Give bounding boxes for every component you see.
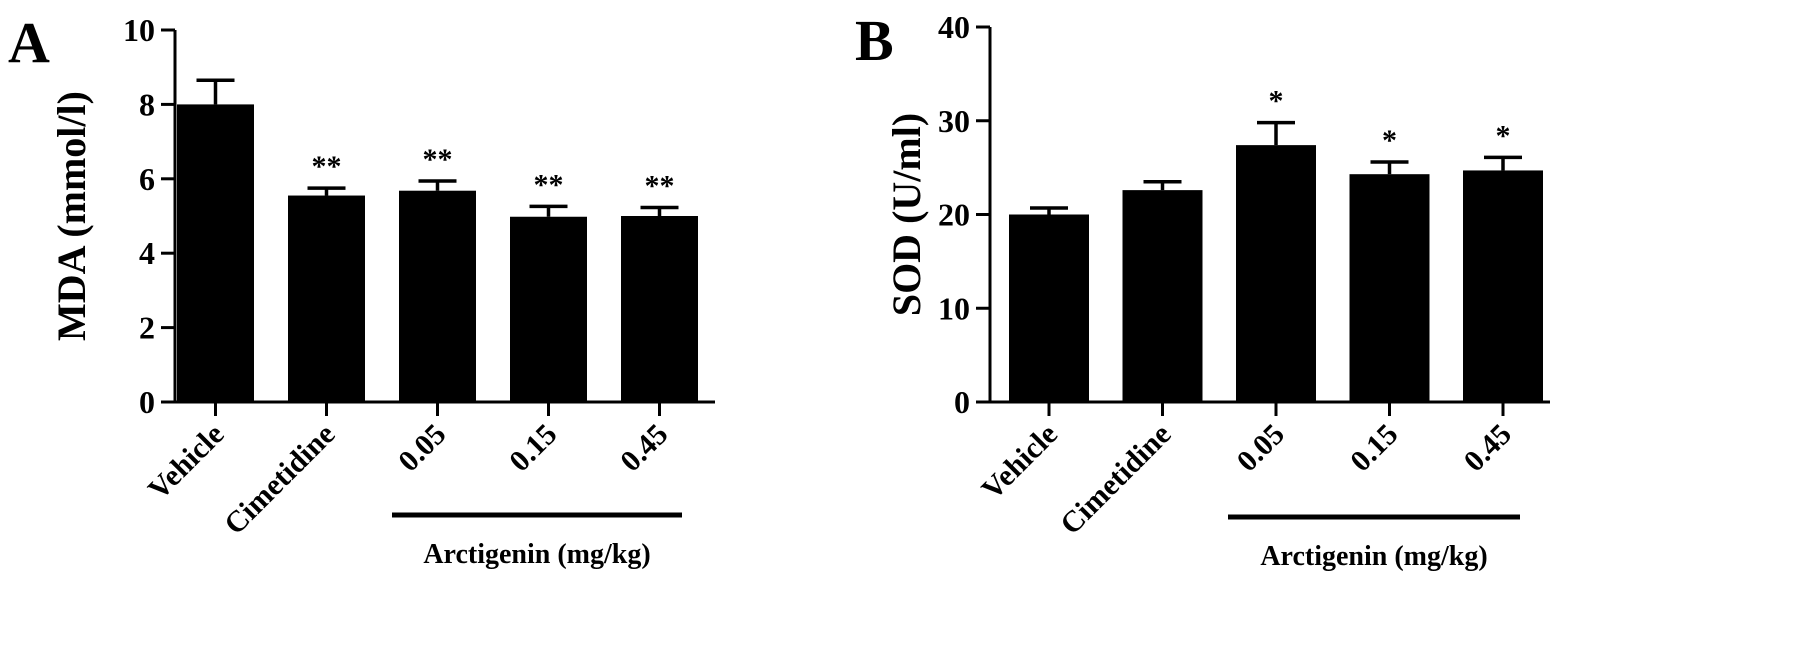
category-label: 0.15 (1344, 418, 1404, 478)
panel-letter: B (855, 8, 894, 73)
category-label: 0.45 (614, 418, 674, 478)
significance-label: * (1382, 124, 1397, 157)
category-label: 0.15 (503, 418, 563, 478)
y-tick-label: 10 (938, 290, 970, 326)
panel-letter: A (8, 10, 50, 75)
category-label: Vehicle (142, 418, 231, 507)
category-label: Vehicle (975, 418, 1064, 507)
bar (1122, 190, 1203, 402)
y-axis-label: SOD (U/ml) (884, 113, 929, 316)
y-tick-label: 40 (938, 9, 970, 45)
y-tick-label: 0 (954, 384, 970, 420)
y-tick-label: 2 (139, 310, 155, 346)
bar (621, 216, 698, 402)
y-tick-label: 10 (123, 12, 155, 48)
category-label: Cimetidine (218, 418, 342, 542)
group-label: Arctigenin (mg/kg) (1260, 541, 1487, 572)
significance-label: ** (645, 169, 675, 202)
y-axis-label: MDA (mmol/l) (49, 91, 94, 341)
y-tick-label: 30 (938, 103, 970, 139)
y-tick-label: 6 (139, 161, 155, 197)
bar (1463, 170, 1543, 402)
category-label: 0.05 (392, 418, 452, 478)
y-tick-label: 20 (938, 197, 970, 233)
bar (288, 195, 365, 402)
significance-label: * (1269, 85, 1284, 118)
category-label: 0.05 (1230, 418, 1290, 478)
bar (510, 216, 587, 402)
y-tick-label: 0 (139, 384, 155, 420)
bar (177, 104, 254, 403)
category-label: Cimetidine (1054, 418, 1178, 542)
panel-a: A MDA (mmol/l) 0 2 4 6 8 10 Vehicle ** Cimetidine *… (8, 10, 715, 570)
y-tick-label: 8 (139, 86, 155, 122)
significance-label: * (1496, 119, 1511, 152)
bar (1349, 174, 1430, 402)
significance-label: ** (534, 168, 564, 201)
y-tick-label: 4 (139, 235, 155, 271)
bar (1009, 214, 1089, 402)
significance-label: ** (423, 143, 453, 176)
bar (1236, 145, 1316, 402)
group-label: Arctigenin (mg/kg) (423, 539, 650, 570)
category-label: 0.45 (1457, 418, 1517, 478)
significance-label: ** (312, 150, 342, 183)
bar (399, 190, 476, 402)
